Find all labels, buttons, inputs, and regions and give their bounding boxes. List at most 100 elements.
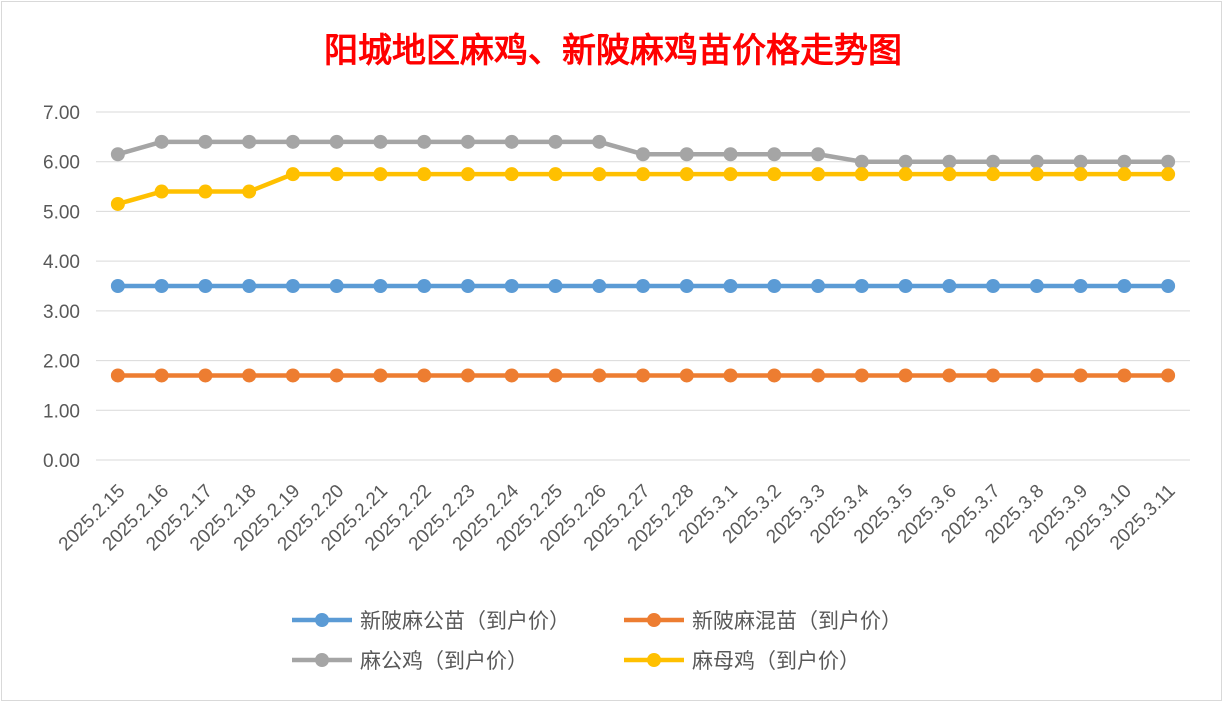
data-point — [329, 134, 344, 149]
data-point — [1161, 154, 1176, 169]
data-point — [417, 368, 432, 383]
data-point — [1161, 279, 1176, 293]
data-point — [460, 279, 475, 293]
data-point — [460, 167, 475, 182]
data-point — [898, 279, 913, 293]
data-point — [767, 167, 782, 182]
legend-swatch-marker — [315, 653, 329, 667]
data-point — [1117, 154, 1132, 169]
data-point — [110, 196, 125, 211]
data-point — [811, 279, 826, 293]
data-point — [592, 279, 607, 293]
data-point — [242, 184, 257, 199]
y-tick-label: 3.00 — [43, 302, 80, 323]
series-3 — [110, 134, 1176, 169]
data-point — [504, 368, 519, 383]
data-point — [154, 134, 169, 149]
legend-item: 新陂麻公苗（到户价） — [292, 609, 570, 633]
data-point — [767, 368, 782, 383]
data-point — [986, 167, 1001, 182]
data-point — [110, 279, 125, 293]
data-point — [548, 368, 563, 383]
data-point — [242, 368, 257, 383]
legend-item: 新陂麻混苗（到户价） — [624, 609, 902, 633]
legend: 新陂麻公苗（到户价） 新陂麻混苗（到户价） 麻公鸡（到户价） 麻母鸡（到户价） — [292, 609, 902, 673]
data-point — [986, 279, 1001, 293]
data-point — [942, 154, 957, 169]
y-tick-label: 6.00 — [43, 153, 80, 174]
legend-item: 麻公鸡（到户价） — [292, 649, 528, 673]
data-point — [723, 167, 738, 182]
data-point — [986, 368, 1001, 383]
data-point — [942, 368, 957, 383]
data-point — [329, 368, 344, 383]
data-point — [592, 167, 607, 182]
legend-label: 新陂麻公苗（到户价） — [360, 609, 570, 633]
data-point — [285, 134, 300, 149]
data-point — [679, 147, 694, 162]
series-4 — [110, 167, 1176, 211]
legend-swatch-marker — [647, 653, 661, 667]
y-tick-label: 4.00 — [43, 252, 80, 273]
data-point — [154, 184, 169, 199]
data-point — [154, 279, 169, 293]
legend-swatch-marker — [315, 613, 329, 627]
data-point — [1117, 368, 1132, 383]
data-point — [811, 167, 826, 182]
data-point — [460, 134, 475, 149]
legend-swatch-marker — [647, 613, 661, 627]
data-point — [548, 167, 563, 182]
data-point — [504, 279, 519, 293]
data-point — [679, 167, 694, 182]
data-point — [854, 279, 869, 293]
series-lines — [110, 134, 1176, 383]
data-point — [767, 279, 782, 293]
data-point — [504, 167, 519, 182]
data-point — [373, 368, 388, 383]
data-point — [767, 147, 782, 162]
data-point — [373, 134, 388, 149]
y-tick-label: 0.00 — [43, 451, 80, 472]
data-point — [636, 147, 650, 162]
data-point — [1161, 368, 1176, 383]
data-point — [636, 279, 650, 293]
data-point — [110, 147, 125, 162]
legend-label: 麻母鸡（到户价） — [692, 649, 860, 673]
data-point — [636, 167, 650, 182]
series-2 — [110, 368, 1176, 383]
data-point — [592, 368, 607, 383]
data-point — [1029, 279, 1044, 293]
data-point — [1029, 154, 1044, 169]
data-point — [811, 147, 826, 162]
data-point — [811, 368, 826, 383]
data-point — [898, 368, 913, 383]
data-point — [110, 368, 125, 383]
legend-label: 新陂麻混苗（到户价） — [692, 609, 902, 633]
data-point — [592, 134, 607, 149]
y-tick-label: 5.00 — [43, 202, 80, 223]
data-point — [373, 167, 388, 182]
y-tick-label: 2.00 — [43, 352, 80, 373]
data-point — [329, 279, 344, 293]
legend-item: 麻母鸡（到户价） — [624, 649, 860, 673]
data-point — [285, 279, 300, 293]
data-point — [898, 154, 913, 169]
data-point — [723, 279, 738, 293]
data-point — [242, 279, 257, 293]
data-point — [1073, 279, 1088, 293]
data-point — [679, 279, 694, 293]
data-point — [854, 154, 869, 169]
data-point — [1073, 368, 1088, 383]
data-point — [1161, 167, 1176, 182]
data-point — [198, 134, 213, 149]
data-point — [854, 167, 869, 182]
data-point — [942, 279, 957, 293]
data-point — [198, 279, 213, 293]
data-point — [417, 279, 432, 293]
data-point — [942, 167, 957, 182]
y-tick-label: 7.00 — [43, 103, 80, 124]
data-point — [548, 279, 563, 293]
data-point — [723, 368, 738, 383]
data-point — [242, 134, 257, 149]
